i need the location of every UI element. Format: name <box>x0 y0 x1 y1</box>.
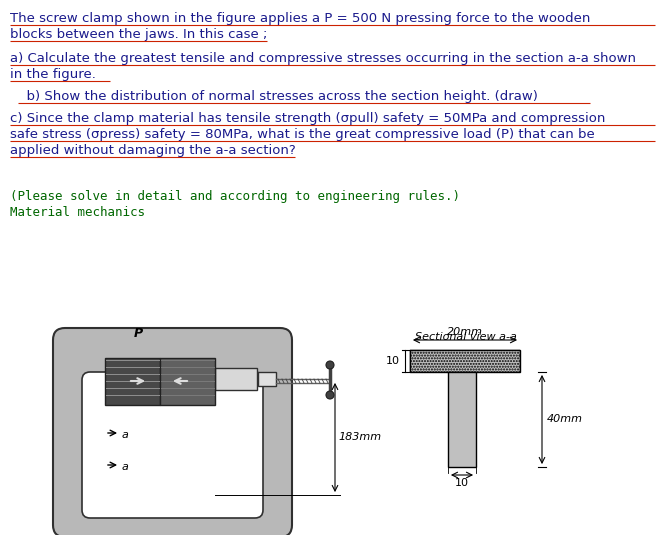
Text: 10: 10 <box>386 356 400 366</box>
Bar <box>258 372 276 386</box>
Text: 40mm: 40mm <box>547 415 583 424</box>
Text: 183mm: 183mm <box>338 432 381 442</box>
Text: The screw clamp shown in the figure applies a P = 500 N pressing force to the wo: The screw clamp shown in the figure appl… <box>10 12 591 25</box>
Ellipse shape <box>326 391 334 399</box>
Text: 20mm: 20mm <box>447 327 483 337</box>
Text: P: P <box>134 327 142 340</box>
Text: applied without damaging the a-a section?: applied without damaging the a-a section… <box>10 144 296 157</box>
Text: (Please solve in detail and according to engineering rules.): (Please solve in detail and according to… <box>10 190 460 203</box>
Text: a: a <box>122 430 129 440</box>
Ellipse shape <box>326 361 334 369</box>
FancyBboxPatch shape <box>82 372 263 518</box>
Text: b) Show the distribution of normal stresses across the section height. (draw): b) Show the distribution of normal stres… <box>18 90 538 103</box>
Text: a: a <box>122 462 129 472</box>
Text: blocks between the jaws. In this case ;: blocks between the jaws. In this case ; <box>10 28 267 41</box>
Text: a) Calculate the greatest tensile and compressive stresses occurring in the sect: a) Calculate the greatest tensile and co… <box>10 52 636 65</box>
Bar <box>448 372 476 467</box>
Text: Sectional view a-a: Sectional view a-a <box>415 332 517 342</box>
Text: Material mechanics: Material mechanics <box>10 206 145 219</box>
Bar <box>215 368 257 390</box>
Text: c) Since the clamp material has tensile strength (σpull) safety = 50MPa and comp: c) Since the clamp material has tensile … <box>10 112 605 125</box>
Text: 10: 10 <box>455 478 469 488</box>
Bar <box>410 350 520 372</box>
Text: safe stress (σpress) safety = 80MPa, what is the great compressive load (P) that: safe stress (σpress) safety = 80MPa, wha… <box>10 128 595 141</box>
FancyBboxPatch shape <box>53 328 292 535</box>
Text: in the figure.: in the figure. <box>10 68 96 81</box>
Bar <box>105 358 160 405</box>
Bar <box>410 350 520 372</box>
Bar <box>160 358 215 405</box>
